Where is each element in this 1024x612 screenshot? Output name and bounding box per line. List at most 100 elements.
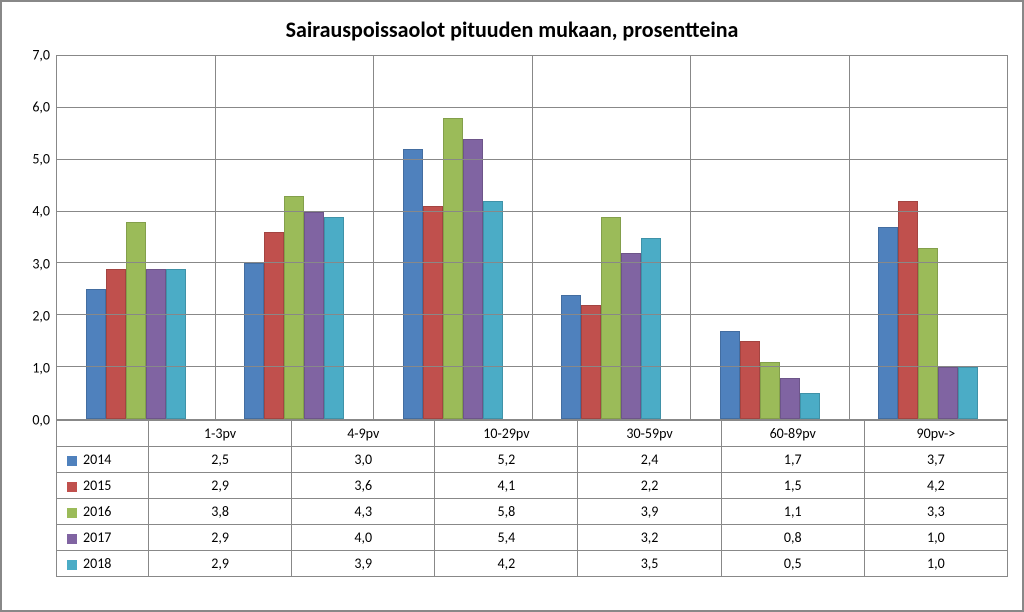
bar bbox=[126, 222, 146, 419]
bar-group bbox=[533, 56, 692, 419]
chart-container: Sairauspoissaolot pituuden mukaan, prose… bbox=[0, 0, 1024, 612]
y-tick-label: 6,0 bbox=[32, 99, 50, 116]
bar bbox=[800, 393, 820, 419]
category-header: 60-89pv bbox=[721, 421, 864, 447]
bar bbox=[621, 253, 641, 419]
bar bbox=[146, 269, 166, 419]
bar bbox=[760, 362, 780, 419]
series-name: 2015 bbox=[83, 477, 111, 494]
bar bbox=[878, 227, 898, 419]
table-header-row: 1-3pv4-9pv10-29pv30-59pv60-89pv90pv-> bbox=[57, 421, 1008, 447]
bars bbox=[216, 56, 374, 419]
data-cell: 1,7 bbox=[721, 447, 864, 473]
data-cell: 3,7 bbox=[864, 447, 1007, 473]
bar bbox=[403, 149, 423, 419]
data-cell: 3,9 bbox=[292, 551, 435, 577]
bar bbox=[958, 367, 978, 419]
data-cell: 4,1 bbox=[435, 473, 578, 499]
table-row: 20182,93,94,23,50,51,0 bbox=[57, 551, 1008, 577]
bar bbox=[106, 269, 126, 419]
data-cell: 0,8 bbox=[721, 525, 864, 551]
table-row: 2015 2,93,64,12,21,54,2 bbox=[57, 473, 1008, 499]
bars bbox=[533, 56, 691, 419]
bar bbox=[740, 341, 760, 419]
bar-group bbox=[374, 56, 533, 419]
table-corner bbox=[57, 421, 149, 447]
data-cell: 2,9 bbox=[149, 551, 292, 577]
bar bbox=[561, 295, 581, 419]
legend-swatch bbox=[67, 456, 77, 466]
bars bbox=[691, 56, 849, 419]
legend-swatch bbox=[67, 482, 77, 492]
y-tick-label: 2,0 bbox=[32, 307, 50, 324]
data-cell: 4,2 bbox=[864, 473, 1007, 499]
y-tick-label: 0,0 bbox=[32, 412, 50, 429]
bars bbox=[374, 56, 532, 419]
data-cell: 2,9 bbox=[149, 525, 292, 551]
series-header: 2018 bbox=[57, 551, 149, 577]
bar bbox=[443, 118, 463, 419]
data-cell: 1,1 bbox=[721, 499, 864, 525]
bar bbox=[581, 305, 601, 419]
bar bbox=[483, 201, 503, 419]
bar bbox=[780, 378, 800, 419]
bar bbox=[166, 269, 186, 419]
bar bbox=[898, 201, 918, 419]
bar bbox=[918, 248, 938, 419]
data-cell: 5,8 bbox=[435, 499, 578, 525]
data-cell: 3,8 bbox=[149, 499, 292, 525]
bars bbox=[57, 56, 215, 419]
legend-swatch bbox=[67, 560, 77, 570]
bar bbox=[324, 217, 344, 419]
data-table-wrap: 1-3pv4-9pv10-29pv30-59pv60-89pv90pv->201… bbox=[56, 420, 1008, 577]
data-cell: 1,5 bbox=[721, 473, 864, 499]
bars bbox=[850, 56, 1008, 419]
data-cell: 3,6 bbox=[292, 473, 435, 499]
table-row: 20163,84,35,83,91,13,3 bbox=[57, 499, 1008, 525]
data-cell: 2,9 bbox=[149, 473, 292, 499]
data-cell: 2,4 bbox=[578, 447, 721, 473]
y-tick-label: 3,0 bbox=[32, 255, 50, 272]
gridline bbox=[57, 159, 1007, 160]
y-axis: 0,01,02,03,04,05,06,07,0 bbox=[16, 55, 56, 420]
gridline bbox=[57, 366, 1007, 367]
bar-group bbox=[57, 56, 216, 419]
bar bbox=[641, 238, 661, 420]
category-header: 1-3pv bbox=[149, 421, 292, 447]
data-table: 1-3pv4-9pv10-29pv30-59pv60-89pv90pv->201… bbox=[56, 420, 1008, 577]
data-cell: 1,0 bbox=[864, 525, 1007, 551]
bar bbox=[86, 289, 106, 419]
y-tick-label: 1,0 bbox=[32, 359, 50, 376]
data-cell: 3,5 bbox=[578, 551, 721, 577]
gridline bbox=[57, 211, 1007, 212]
series-header: 2017 bbox=[57, 525, 149, 551]
data-cell: 2,5 bbox=[149, 447, 292, 473]
data-cell: 4,3 bbox=[292, 499, 435, 525]
category-header: 10-29pv bbox=[435, 421, 578, 447]
chart-title: Sairauspoissaolot pituuden mukaan, prose… bbox=[16, 10, 1008, 55]
category-header: 4-9pv bbox=[292, 421, 435, 447]
series-name: 2018 bbox=[83, 555, 111, 572]
series-header: 2015 bbox=[57, 473, 149, 499]
series-header: 2014 bbox=[57, 447, 149, 473]
plot-region: 0,01,02,03,04,05,06,07,0 bbox=[16, 55, 1008, 420]
gridline bbox=[57, 314, 1007, 315]
data-cell: 4,0 bbox=[292, 525, 435, 551]
data-cell: 3,3 bbox=[864, 499, 1007, 525]
series-header: 2016 bbox=[57, 499, 149, 525]
gridline bbox=[57, 107, 1007, 108]
table-row: 20142,53,05,22,41,73,7 bbox=[57, 447, 1008, 473]
y-tick-label: 7,0 bbox=[32, 47, 50, 64]
data-cell: 5,2 bbox=[435, 447, 578, 473]
legend-swatch bbox=[67, 534, 77, 544]
bar-group bbox=[216, 56, 375, 419]
bar bbox=[244, 263, 264, 419]
data-cell: 2,2 bbox=[578, 473, 721, 499]
data-cell: 1,0 bbox=[864, 551, 1007, 577]
series-name: 2017 bbox=[83, 529, 111, 546]
bar bbox=[720, 331, 740, 419]
data-cell: 3,0 bbox=[292, 447, 435, 473]
legend-swatch bbox=[67, 508, 77, 518]
bar bbox=[423, 206, 443, 419]
bar bbox=[264, 232, 284, 419]
